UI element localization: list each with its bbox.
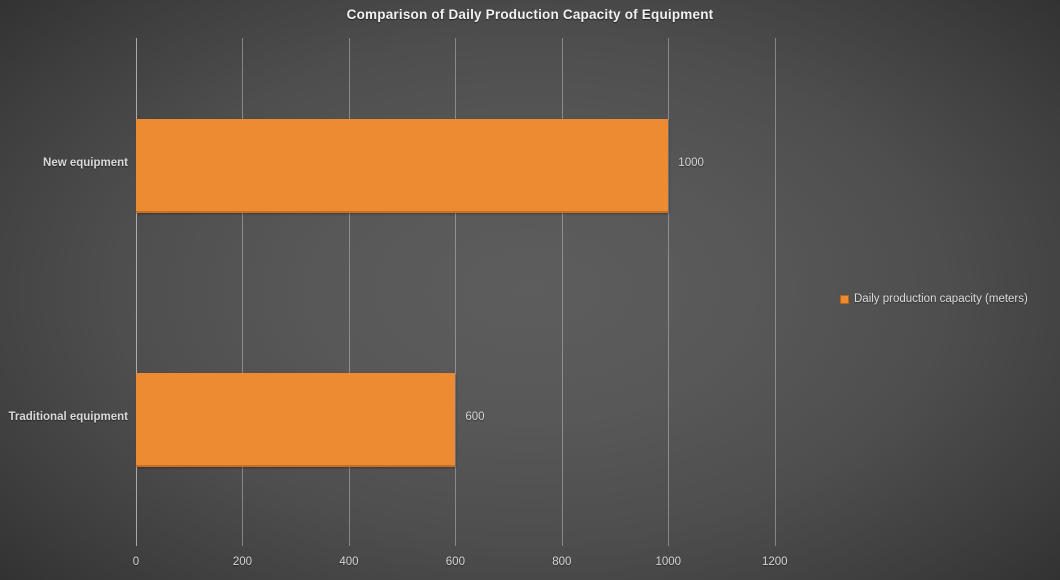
x-tick-label: 0 — [132, 556, 140, 568]
bar-new-equipment[interactable] — [136, 119, 669, 213]
chart-legend: Daily production capacity (meters) — [840, 293, 1028, 305]
x-tick-label: 1200 — [761, 556, 788, 568]
bar-value-label: 1000 — [678, 157, 704, 169]
x-tick-label: 200 — [232, 556, 253, 568]
gridline-800 — [561, 38, 563, 546]
x-tick-label: 800 — [552, 556, 572, 568]
legend-label: Daily production capacity (meters) — [854, 293, 1028, 305]
bar-traditional-equipment[interactable] — [136, 373, 456, 467]
x-axis-tick-labels: 0 200 400 600 800 1000 1200 — [132, 556, 896, 580]
gridline-400 — [348, 38, 350, 546]
gridline-200 — [242, 38, 244, 546]
gridline-600 — [455, 38, 457, 546]
gridline-1000 — [668, 38, 670, 546]
y-axis-category-labels: Traditional equipment New equipment — [0, 38, 128, 546]
bar-value-label: 600 — [465, 411, 485, 423]
x-tick-label: 1000 — [655, 556, 682, 568]
legend-swatch-icon — [840, 294, 849, 304]
gridline-0 — [136, 38, 137, 546]
gridline-1200 — [774, 38, 776, 546]
chart-title: Comparison of Daily Production Capacity … — [346, 7, 714, 22]
x-tick-label: 600 — [445, 556, 465, 568]
x-tick-label: 400 — [339, 556, 359, 568]
category-label: Traditional equipment — [8, 411, 128, 423]
plot-area: 600 1000 — [136, 38, 828, 546]
category-label: New equipment — [43, 157, 128, 169]
